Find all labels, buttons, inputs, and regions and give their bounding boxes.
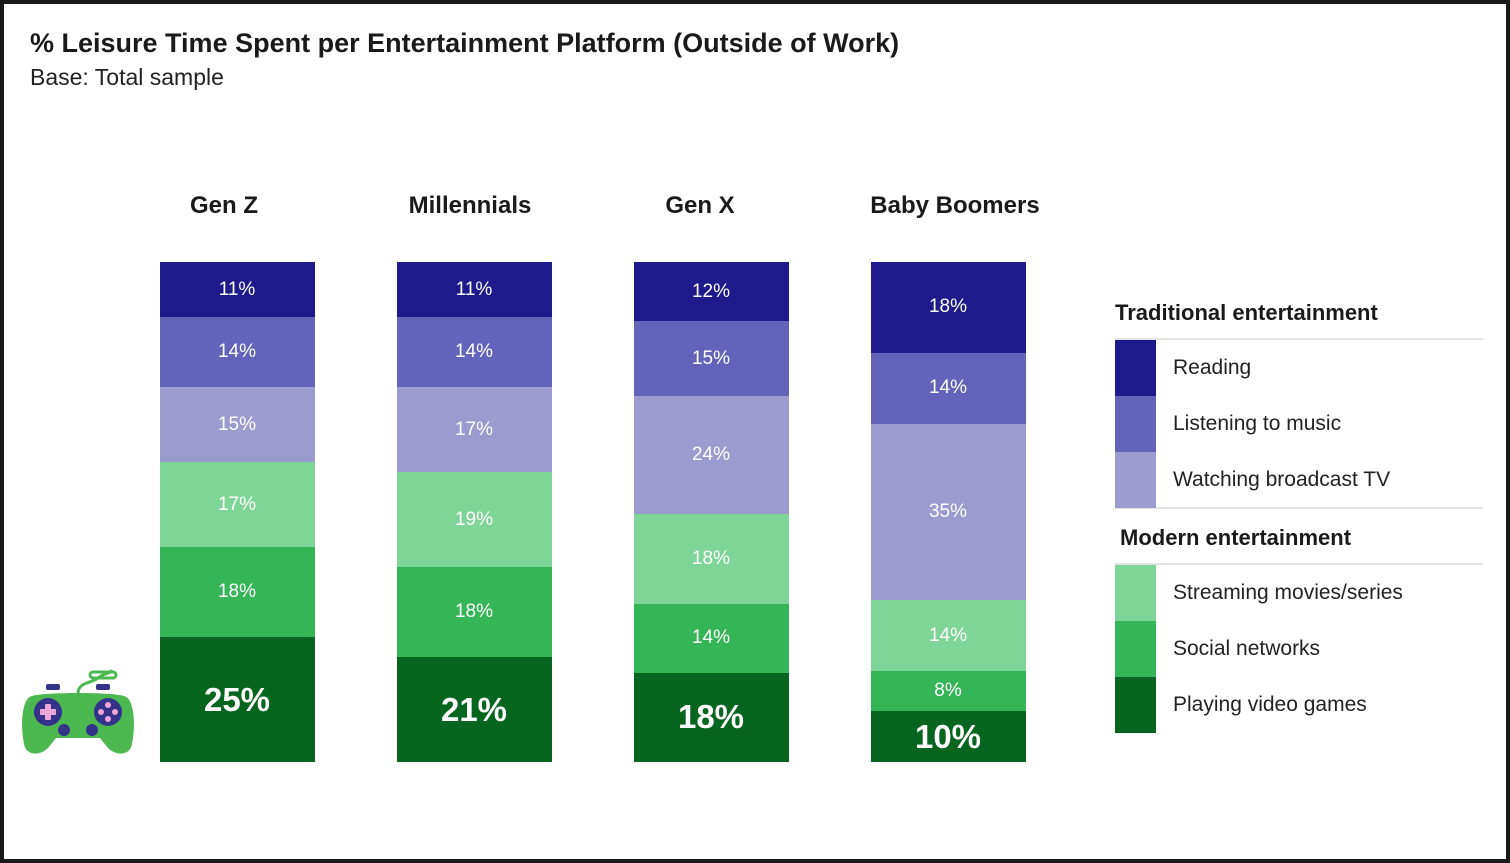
bar-segment: 18% [159,547,315,637]
data-label: 19% [454,508,494,530]
data-label: 8% [934,680,962,702]
legend-swatch-tv [1115,452,1156,508]
game-controller-icon [22,669,134,754]
data-label: 25% [203,680,271,718]
data-label: 12% [691,280,731,302]
data-label: 14% [691,627,731,649]
category-label-baby-boomers: Baby Boomers [870,192,1040,219]
data-label: 14% [928,377,968,399]
bar-segment: 14% [396,317,552,387]
bar-baby-boomers: 18% 14% 35% 14% 8% 10% [870,262,1026,762]
data-label: 11% [218,278,256,300]
data-label: 17% [454,418,494,440]
data-label: 18% [677,698,745,736]
legend-swatch-social [1115,621,1156,677]
bar-segment: 14% [870,600,1026,672]
bar-segment: 14% [159,317,315,387]
bar-segment: 18% [870,262,1026,353]
legend-divider [1115,563,1483,565]
category-label-gen-z: Gen Z [189,192,258,219]
bar-segment: 24% [633,395,789,515]
bar-segment: 18% [633,514,789,604]
data-label: 17% [217,493,257,515]
data-label: 14% [454,341,494,362]
legend-label-games: Playing video games [1173,693,1367,716]
data-label: 35% [928,500,968,522]
bar-segment: 17% [159,462,315,547]
data-label: 15% [691,347,731,369]
legend-label-streaming: Streaming movies/series [1173,581,1403,604]
bar-segment: 35% [870,423,1026,601]
category-label-millennials: Millennials [408,192,532,219]
bar-segment: 14% [870,352,1026,424]
legend-swatch-music [1115,396,1156,452]
data-label: 18% [928,296,968,318]
data-label: 18% [454,601,494,622]
legend-modern-title: Modern entertainment [1120,525,1352,550]
legend-traditional-title: Traditional entertainment [1115,300,1378,325]
data-label: 15% [217,413,257,435]
bar-segment: 10% [870,711,1026,762]
bar-gen-z: 11% 14% 15% 17% 18% 25% [159,262,315,762]
data-label: 10% [914,717,982,755]
bar-segment: 11% [396,262,552,317]
legend-label-social: Social networks [1173,637,1321,660]
legend-swatch-games [1115,677,1156,733]
data-label: 18% [691,548,731,570]
data-label: 14% [928,624,968,646]
chart-title: % Leisure Time Spent per Entertainment P… [30,28,900,58]
bar-segment: 12% [633,262,789,322]
bar-segment: 11% [159,262,315,317]
legend-label-tv: Watching broadcast TV [1173,468,1391,491]
data-label: 18% [217,581,257,602]
bar-segment: 17% [396,387,552,472]
legend-label-music: Listening to music [1173,412,1342,435]
data-label: 21% [440,690,508,728]
legend-swatch-reading [1115,340,1156,396]
bar-gen-x: 12% 15% 24% 18% 14% 18% [633,262,789,762]
legend-divider [1115,338,1483,340]
legend-label-reading: Reading [1173,356,1252,379]
category-label-gen-x: Gen X [665,192,735,219]
data-label: 24% [691,444,731,466]
bar-segment: 18% [633,672,789,762]
bar-segment: 15% [159,387,315,462]
bar-segment: 25% [159,637,315,762]
bar-segment: 21% [396,657,552,762]
bar-segment: 19% [396,472,552,567]
bar-segment: 14% [633,603,789,673]
bar-segment: 8% [870,671,1026,712]
chart-subtitle: Base: Total sample [30,64,224,90]
bar-segment: 18% [396,567,552,657]
bar-segment: 15% [633,321,789,396]
legend-swatch-streaming [1115,565,1156,621]
data-label: 14% [217,341,257,362]
bar-millennials: 11% 14% 17% 19% 18% 21% [396,262,552,762]
legend-divider [1115,507,1483,509]
data-label: 11% [455,278,493,300]
